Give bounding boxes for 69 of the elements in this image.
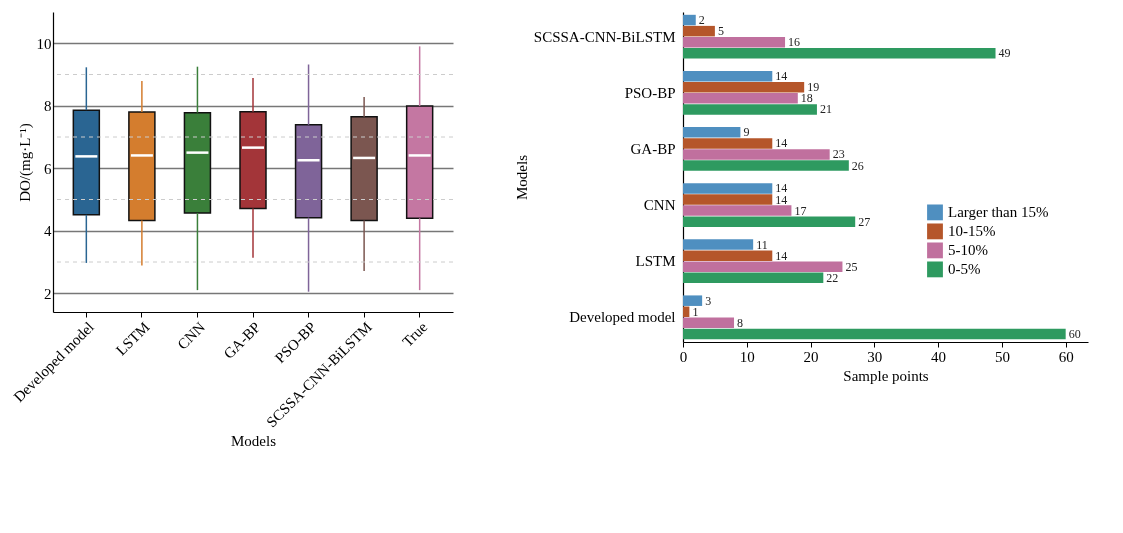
data-label: 8	[737, 315, 744, 330]
legend-label: 10-15%	[948, 223, 996, 240]
bar	[683, 14, 696, 26]
bar	[683, 216, 856, 227]
bar	[683, 138, 773, 149]
bar	[683, 183, 773, 194]
y-tick-label: 10	[36, 35, 52, 52]
data-label: 49	[998, 46, 1011, 61]
bar	[683, 70, 773, 82]
data-label: 17	[794, 203, 807, 218]
bar	[683, 317, 735, 329]
y-axis-title: DO/(mg·L⁻¹)	[16, 123, 34, 202]
bar	[683, 328, 1066, 340]
bar	[683, 149, 830, 160]
bar	[683, 104, 817, 115]
bar	[683, 205, 792, 216]
y-tick-label: 2	[44, 285, 52, 302]
bar	[683, 306, 690, 318]
x-tick-label: 10	[739, 348, 755, 365]
y-tick-label: 8	[44, 98, 52, 115]
data-label: 14	[775, 69, 788, 84]
bar	[683, 272, 824, 284]
data-label: 14	[775, 136, 788, 151]
x-tick-label: 0	[679, 348, 688, 365]
bar	[683, 127, 741, 138]
bar	[683, 261, 843, 272]
bar	[683, 250, 773, 261]
data-label: 23	[832, 147, 845, 162]
data-label: 3	[705, 293, 712, 308]
data-label: 9	[743, 125, 750, 140]
x-tick-label: 20	[803, 348, 819, 365]
data-label: 16	[788, 35, 801, 50]
x-tick-label: 40	[931, 348, 947, 365]
bar	[683, 93, 798, 104]
data-label: 2	[698, 13, 705, 28]
y-tick-label: CNN	[643, 197, 676, 214]
data-label: 11	[756, 237, 768, 252]
data-label: 26	[851, 158, 864, 173]
x-axis-title: Models	[231, 433, 277, 450]
y-axis-title: Models	[513, 154, 530, 200]
y-tick-label: GA-BP	[630, 140, 676, 157]
legend-label: Larger than 15%	[948, 204, 1049, 221]
data-label: 14	[775, 248, 788, 263]
x-tick-label: 60	[1058, 348, 1074, 365]
legend-label: 0-5%	[948, 261, 981, 278]
x-tick-label: 50	[994, 348, 1010, 365]
bar	[683, 295, 703, 306]
y-tick-label: LSTM	[635, 253, 676, 270]
bar	[683, 160, 849, 171]
x-tick-label: True	[399, 318, 431, 350]
bar	[683, 194, 773, 205]
x-tick-label: 30	[867, 348, 883, 365]
bar	[683, 239, 754, 250]
y-tick-label: PSO-BP	[624, 84, 676, 101]
bar	[683, 82, 805, 93]
y-tick-label: 4	[44, 223, 52, 240]
data-label: 22	[826, 270, 839, 285]
bar	[683, 25, 715, 37]
data-label: 21	[819, 102, 832, 117]
bar	[683, 48, 996, 59]
data-label: 25	[845, 259, 858, 274]
data-label: 5	[717, 24, 724, 39]
data-label: 1	[692, 304, 699, 319]
x-axis-title: Sample points	[843, 367, 929, 384]
y-tick-label: 6	[44, 160, 52, 177]
legend-label: 5-10%	[948, 242, 988, 259]
bar	[683, 36, 786, 48]
data-label: 27	[858, 214, 871, 229]
y-tick-label: SCSSA-CNN-BiLSTM	[533, 28, 676, 45]
